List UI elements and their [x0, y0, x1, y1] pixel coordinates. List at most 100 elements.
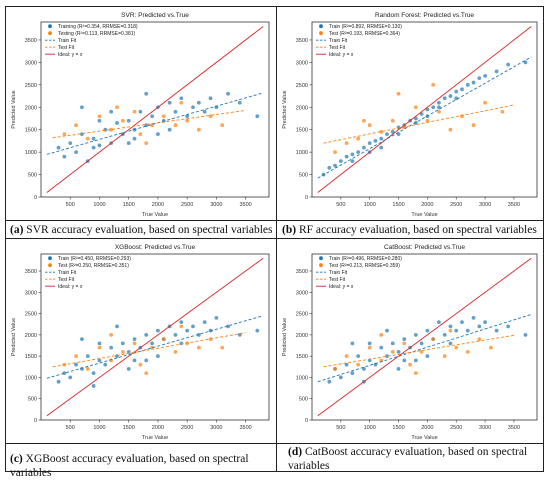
train-point	[62, 371, 67, 376]
train-point	[471, 315, 476, 320]
train-point	[442, 96, 447, 101]
test-point	[120, 118, 125, 123]
train-point	[379, 345, 384, 350]
x-tick-label: 2000	[421, 202, 433, 208]
train-point	[477, 324, 482, 329]
train-point	[402, 337, 407, 342]
x-tick-label: 3500	[508, 202, 520, 208]
column-divider	[276, 6, 277, 472]
train-point	[471, 80, 476, 85]
train-point	[167, 100, 172, 105]
x-tick-label: 3000	[479, 425, 491, 431]
test-point	[367, 123, 372, 128]
y-tick-label: 3500	[296, 269, 308, 275]
row-divider-b	[5, 238, 544, 239]
legend-marker	[48, 256, 52, 261]
train-point	[494, 328, 499, 333]
y-tick-label: 2000	[296, 105, 308, 111]
caption-c-label: (c)	[10, 453, 23, 465]
legend-entry: Test Fit	[58, 277, 75, 283]
train-point	[413, 332, 418, 337]
train-point	[437, 105, 441, 110]
y-tick-label: 1500	[296, 354, 308, 360]
train-point	[62, 154, 67, 159]
test-point	[356, 362, 361, 367]
legend-entry: Train (R²=0.450, RRMSE=0.293)	[58, 256, 131, 262]
train-point	[156, 328, 160, 333]
test-point	[97, 114, 102, 119]
test-point	[85, 136, 90, 141]
x-tick-label: 2500	[181, 425, 193, 431]
train-point	[144, 332, 149, 337]
train-point	[237, 100, 242, 105]
legend-entry: Ideal: y = x	[58, 52, 83, 58]
y-tick-label: 0	[34, 195, 37, 201]
legend-marker	[319, 263, 323, 268]
test-point	[379, 332, 384, 337]
test-point	[448, 328, 453, 333]
test-point	[185, 118, 190, 123]
train-fit-line	[317, 314, 532, 383]
x-tick-label: 3000	[210, 425, 222, 431]
y-tick-label: 3500	[296, 38, 308, 44]
test-point	[465, 349, 470, 354]
legend-entry: Test (R²=0.213, RRMSE=0.359)	[329, 263, 400, 269]
legend-entry: Train Fit	[58, 38, 77, 44]
train-point	[255, 328, 260, 333]
test-point	[344, 354, 349, 359]
test-point	[477, 337, 482, 342]
train-point	[185, 328, 190, 333]
train-point	[385, 132, 389, 137]
test-point	[138, 362, 143, 367]
train-point	[109, 109, 114, 114]
train-point	[132, 136, 137, 141]
train-point	[97, 341, 102, 346]
y-tick-label: 0	[305, 195, 308, 201]
chart-svg: SVR: Predicted vs.True 500 1000 1500 2000 250…	[11, 12, 270, 218]
x-axis-label: True Value	[142, 435, 168, 441]
test-point	[413, 371, 418, 376]
test-point	[500, 109, 505, 114]
train-point	[255, 114, 260, 119]
train-point	[333, 163, 337, 168]
train-point	[477, 76, 482, 80]
train-point	[103, 362, 108, 367]
test-point	[74, 354, 78, 359]
test-point	[220, 345, 225, 350]
catboost-chart-panel: CatBoost: Predicted vs.True 500 1000 1500 20…	[278, 240, 543, 442]
train-point	[126, 118, 131, 123]
train-point	[173, 109, 178, 114]
legend-entry: Test Fit	[58, 45, 75, 51]
caption-b: (b) RF accuracy evaluation, based on spe…	[282, 223, 542, 237]
plot-area	[311, 21, 538, 198]
train-point	[379, 136, 384, 141]
y-tick-label: 500	[28, 397, 37, 403]
y-tick-label: 2500	[25, 312, 37, 318]
train-point	[448, 94, 453, 98]
x-tick-label: 2000	[152, 202, 164, 208]
train-fit-line	[46, 315, 264, 379]
legend-entry: Test (R²=0.193, RRMSE=0.364)	[329, 31, 400, 37]
x-tick-label: 500	[66, 202, 75, 208]
y-tick-label: 3000	[25, 60, 37, 66]
train-point	[437, 100, 441, 105]
y-tick-label: 0	[34, 418, 37, 424]
train-point	[150, 114, 154, 119]
train-point	[126, 349, 131, 354]
test-point	[425, 118, 430, 123]
y-tick-label: 1500	[25, 128, 37, 134]
test-point	[442, 354, 447, 359]
train-point	[68, 375, 73, 380]
chart-title: SVR: Predicted vs.True	[121, 12, 189, 19]
train-point	[431, 105, 436, 110]
train-point	[208, 96, 213, 101]
legend-entry: Train Fit	[329, 38, 348, 44]
y-tick-label: 1000	[25, 150, 37, 156]
y-tick-label: 2500	[296, 312, 308, 318]
x-tick-label: 2500	[450, 202, 462, 208]
test-point	[161, 337, 166, 342]
train-point	[56, 145, 61, 150]
train-point	[379, 145, 384, 150]
y-tick-label: 3000	[296, 290, 308, 296]
y-tick-label: 1500	[25, 354, 37, 360]
